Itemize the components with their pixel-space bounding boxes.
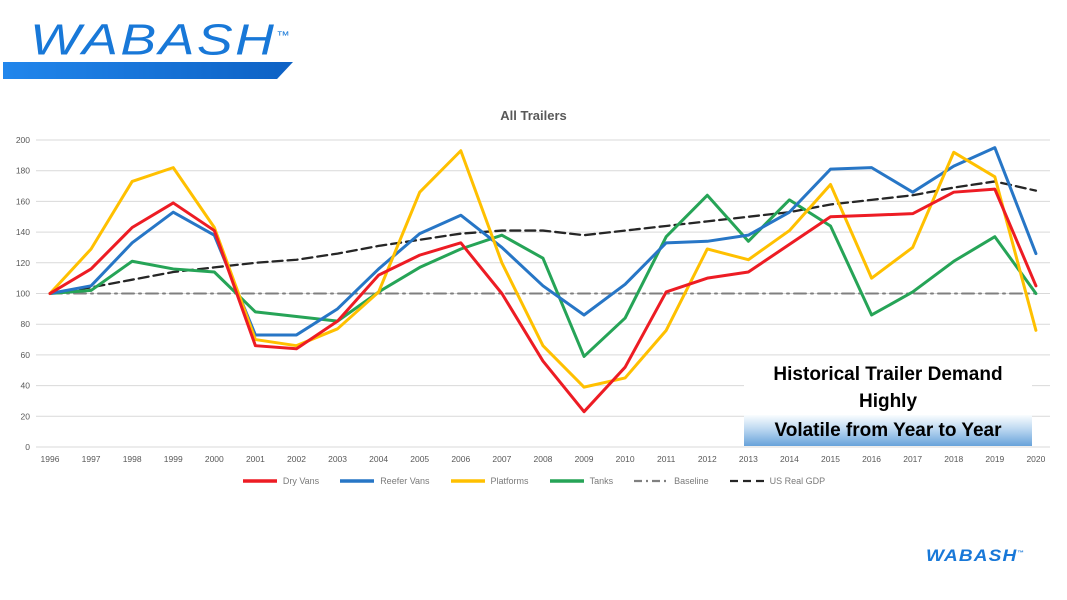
x-tick-label: 2011	[657, 454, 676, 464]
legend-label: Tanks	[589, 476, 614, 486]
legend-swatch	[634, 479, 669, 483]
x-tick-label: 2006	[451, 454, 470, 464]
y-tick-label: 80	[21, 319, 31, 329]
x-tick-label: 2015	[821, 454, 840, 464]
y-tick-label: 160	[16, 196, 30, 206]
x-tick-label: 2016	[862, 454, 881, 464]
y-tick-label: 120	[16, 258, 30, 268]
y-tick-label: 20	[21, 411, 31, 421]
x-tick-label: 2007	[492, 454, 511, 464]
y-tick-label: 200	[16, 135, 30, 145]
y-tick-label: 60	[21, 350, 31, 360]
legend-item-baseline: Baseline	[633, 476, 709, 486]
chart-title: All Trailers	[500, 108, 567, 123]
legend-swatch	[340, 479, 375, 483]
legend-label: Dry Vans	[282, 476, 320, 486]
x-tick-label: 2005	[410, 454, 429, 464]
legend-label: Baseline	[674, 476, 709, 486]
x-tick-label: 2004	[369, 454, 388, 464]
legend-label: Platforms	[490, 476, 529, 486]
x-tick-label: 2020	[1026, 454, 1045, 464]
logo-swoosh-bar	[3, 62, 293, 79]
wabash-logo-text: WABASH™	[30, 15, 290, 65]
y-tick-label: 40	[21, 381, 31, 391]
callout-line-1: Historical Trailer Demand Highly	[773, 364, 1003, 412]
trademark-symbol: ™	[276, 30, 290, 42]
x-tick-label: 1998	[123, 454, 142, 464]
wabash-logo: WABASH™	[30, 12, 350, 87]
series-tanks	[48, 193, 1038, 358]
x-tick-label: 2001	[246, 454, 265, 464]
legend-swatch	[729, 479, 764, 483]
series-us-real-gdp	[48, 180, 1038, 295]
callout-box: Historical Trailer Demand Highly Volatil…	[744, 361, 1032, 446]
x-tick-label: 2010	[616, 454, 635, 464]
series-reefer-vans	[48, 146, 1038, 337]
series-dry-vans	[48, 187, 1038, 414]
y-tick-label: 100	[16, 289, 30, 299]
x-tick-label: 2000	[205, 454, 224, 464]
x-tick-label: 1996	[41, 454, 60, 464]
x-tick-label: 2008	[533, 454, 552, 464]
trademark-symbol: ™	[1017, 550, 1026, 557]
x-tick-label: 2009	[575, 454, 594, 464]
legend-swatch	[450, 479, 485, 483]
wabash-footer-logo: WABASH™	[926, 546, 1056, 572]
legend-swatch	[549, 479, 584, 483]
x-tick-label: 2017	[903, 454, 922, 464]
x-tick-label: 2013	[739, 454, 758, 464]
x-tick-label: 2002	[287, 454, 306, 464]
legend-item-us-real-gdp: US Real GDP	[729, 476, 826, 486]
chart-legend: Dry Vans Reefer Vans Platforms Tanks Baselin…	[0, 476, 1067, 486]
legend-label: Reefer Vans	[380, 476, 430, 486]
legend-item-reefer-vans: Reefer Vans	[339, 476, 430, 486]
x-tick-label: 2012	[698, 454, 717, 464]
y-tick-label: 180	[16, 166, 30, 176]
x-tick-label: 2019	[985, 454, 1004, 464]
x-tick-label: 1999	[164, 454, 183, 464]
y-tick-label: 0	[25, 442, 30, 452]
series-platforms	[48, 149, 1038, 389]
x-tick-label: 2018	[944, 454, 963, 464]
x-tick-label: 2014	[780, 454, 799, 464]
wabash-footer-logo-text: WABASH™	[926, 546, 1026, 565]
y-tick-label: 140	[16, 227, 30, 237]
legend-item-tanks: Tanks	[549, 476, 614, 486]
x-tick-label: 2003	[328, 454, 347, 464]
legend-item-platforms: Platforms	[450, 476, 529, 486]
x-tick-label: 1997	[82, 454, 101, 464]
legend-item-dry-vans: Dry Vans	[242, 476, 319, 486]
legend-label: US Real GDP	[769, 476, 826, 486]
callout-line-2: Volatile from Year to Year	[744, 415, 1032, 446]
legend-swatch	[242, 479, 277, 483]
